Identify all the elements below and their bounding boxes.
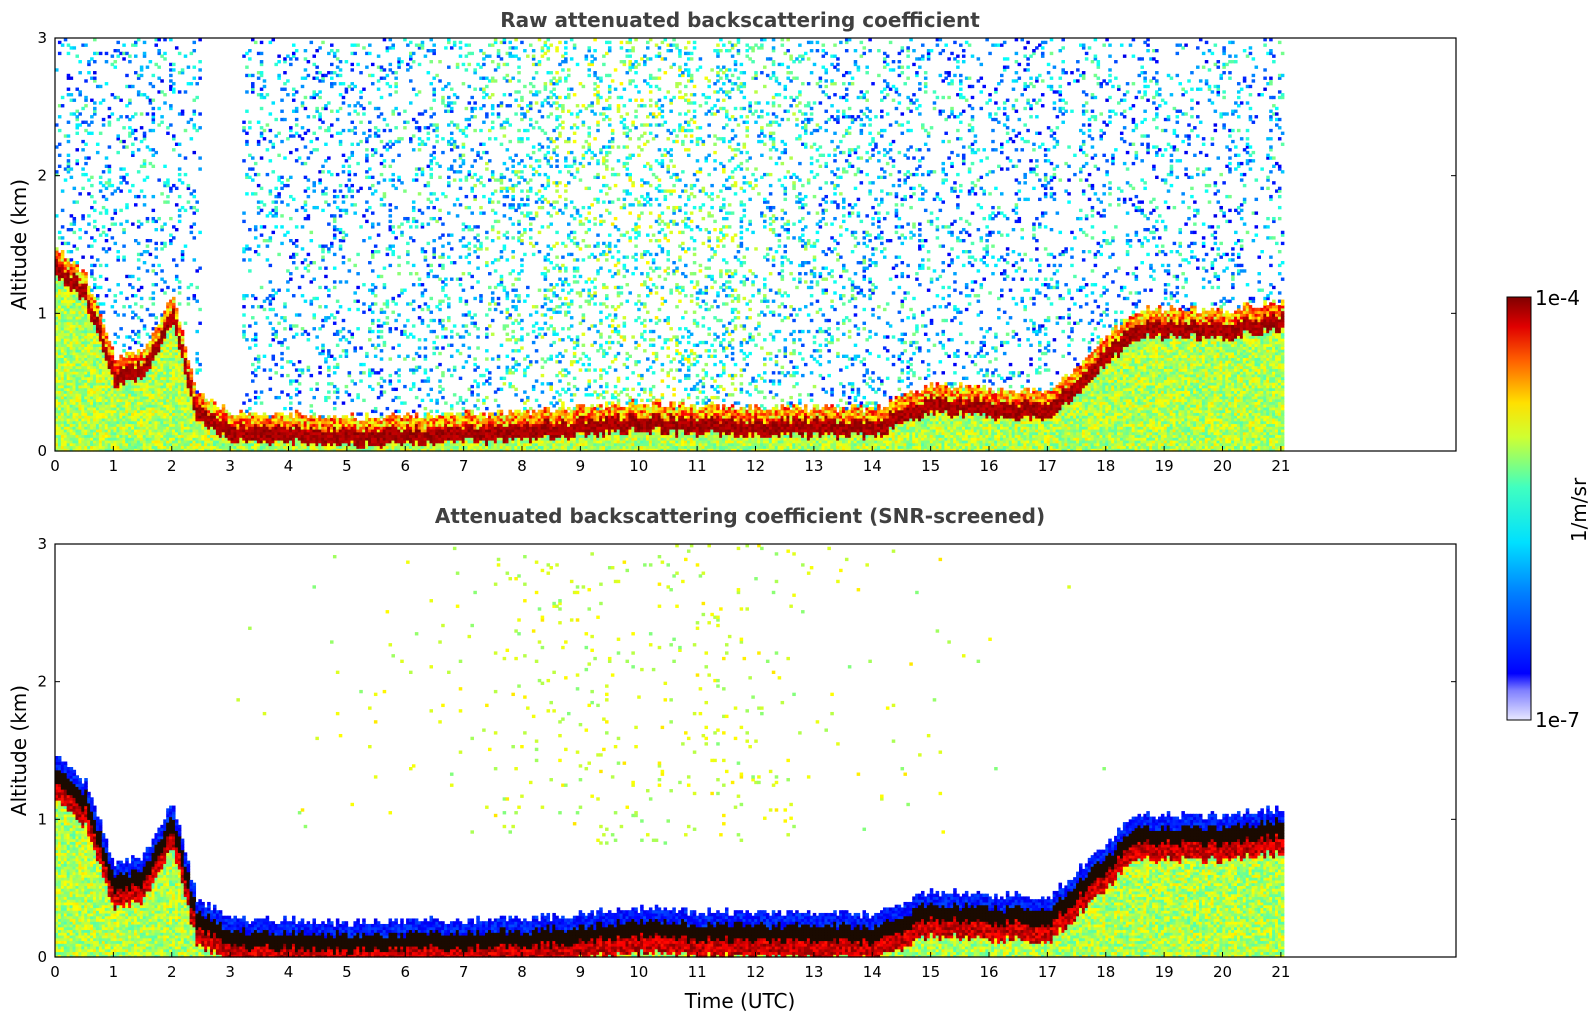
y-axis-label: Altitude (km) (7, 179, 31, 310)
x-tick-label: 5 (342, 457, 352, 475)
colorbar: 1e-4 1e-7 1/m/sr (1507, 286, 1591, 732)
x-tick-label: 9 (576, 963, 586, 981)
x-tick-label: 7 (459, 963, 469, 981)
x-tick-label: 21 (1271, 457, 1290, 475)
x-tick-label: 15 (921, 457, 940, 475)
y-tick-label: 3 (37, 29, 47, 47)
x-tick-label: 16 (979, 963, 998, 981)
x-tick-label: 2 (167, 457, 177, 475)
x-tick-label: 3 (225, 457, 235, 475)
x-tick-label: 6 (400, 963, 410, 981)
x-tick-label: 16 (979, 457, 998, 475)
x-tick-label: 9 (576, 457, 586, 475)
x-tick-label: 19 (1155, 457, 1174, 475)
x-tick-label: 20 (1213, 457, 1232, 475)
y-tick-label: 1 (37, 810, 47, 828)
x-tick-label: 12 (746, 457, 765, 475)
y-tick-label: 3 (37, 535, 47, 553)
x-tick-label: 11 (688, 963, 707, 981)
colorbar-min-label: 1e-7 (1535, 708, 1580, 732)
x-tick-label: 15 (921, 963, 940, 981)
y-axis-label: Altitude (km) (7, 685, 31, 816)
y-tick-label: 1 (37, 304, 47, 322)
x-tick-label: 14 (863, 963, 882, 981)
x-tick-label: 10 (629, 457, 648, 475)
x-tick-label: 13 (804, 457, 823, 475)
y-tick-label: 2 (37, 673, 47, 691)
x-tick-label: 2 (167, 963, 177, 981)
x-tick-label: 8 (517, 963, 527, 981)
y-tick-label: 0 (37, 948, 47, 966)
x-tick-label: 0 (50, 963, 60, 981)
y-tick-label: 2 (37, 167, 47, 185)
snr-screened-panel: Attenuated backscattering coefficient (S… (7, 504, 1456, 1013)
x-tick-label: 4 (284, 457, 294, 475)
x-tick-label: 4 (284, 963, 294, 981)
x-tick-label: 0 (50, 457, 60, 475)
x-tick-label: 10 (629, 963, 648, 981)
x-tick-label: 20 (1213, 963, 1232, 981)
x-tick-label: 7 (459, 457, 469, 475)
x-axis-label: Time (UTC) (684, 989, 796, 1013)
panel-title: Raw attenuated backscattering coefficien… (500, 8, 980, 32)
heatmap-cells (55, 38, 1284, 452)
colorbar-gradient (1507, 297, 1531, 720)
x-tick-label: 12 (746, 963, 765, 981)
x-tick-label: 19 (1155, 963, 1174, 981)
x-tick-label: 18 (1096, 457, 1115, 475)
x-tick-label: 1 (109, 457, 119, 475)
x-tick-label: 17 (1038, 457, 1057, 475)
x-tick-label: 1 (109, 963, 119, 981)
raw-backscatter-panel: Raw attenuated backscattering coefficien… (7, 8, 1456, 475)
x-tick-label: 14 (863, 457, 882, 475)
x-tick-label: 21 (1271, 963, 1290, 981)
panel-title: Attenuated backscattering coefficient (S… (435, 504, 1045, 528)
x-tick-label: 8 (517, 457, 527, 475)
x-tick-label: 6 (400, 457, 410, 475)
x-tick-label: 13 (804, 963, 823, 981)
x-tick-label: 5 (342, 963, 352, 981)
y-tick-label: 0 (37, 442, 47, 460)
x-tick-label: 3 (225, 963, 235, 981)
heatmap-cells (55, 544, 1284, 958)
x-tick-label: 11 (688, 457, 707, 475)
colorbar-max-label: 1e-4 (1535, 286, 1580, 310)
x-tick-label: 18 (1096, 963, 1115, 981)
colorbar-unit-label: 1/m/sr (1567, 477, 1591, 542)
x-tick-label: 17 (1038, 963, 1057, 981)
